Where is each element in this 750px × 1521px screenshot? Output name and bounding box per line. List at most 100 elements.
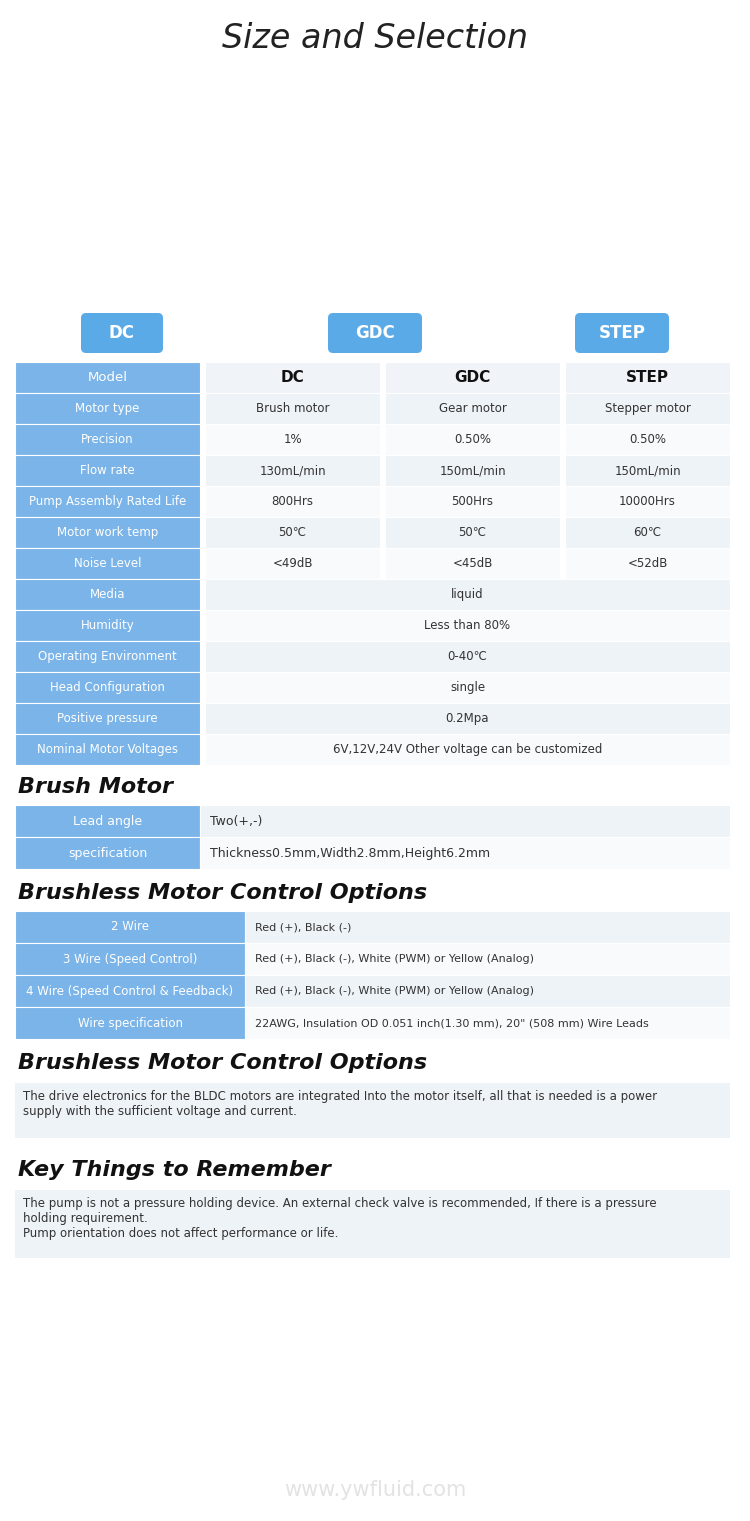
- Bar: [565, 487, 730, 517]
- Bar: [15, 362, 200, 392]
- Bar: [15, 548, 200, 580]
- Bar: [205, 392, 380, 424]
- Text: 50℃: 50℃: [278, 526, 307, 538]
- Text: Brushless Motor Control Options: Brushless Motor Control Options: [18, 884, 427, 903]
- Text: 4 Wire (Speed Control & Feedback): 4 Wire (Speed Control & Feedback): [26, 984, 233, 998]
- Bar: [15, 517, 200, 548]
- Text: 150mL/min: 150mL/min: [440, 464, 506, 478]
- Text: 0.2Mpa: 0.2Mpa: [446, 712, 489, 726]
- Bar: [205, 610, 730, 640]
- Text: Lead angle: Lead angle: [73, 815, 142, 827]
- Text: Head Configuration: Head Configuration: [50, 681, 165, 694]
- Bar: [15, 487, 200, 517]
- Text: 22AWG, Insulation OD 0.051 inch(1.30 mm), 20" (508 mm) Wire Leads: 22AWG, Insulation OD 0.051 inch(1.30 mm)…: [255, 1018, 649, 1028]
- Text: Noise Level: Noise Level: [74, 557, 141, 570]
- Bar: [15, 580, 200, 610]
- Bar: [385, 548, 560, 580]
- Bar: [205, 455, 380, 487]
- Text: Brush Motor: Brush Motor: [18, 777, 173, 797]
- Bar: [385, 517, 560, 548]
- Bar: [385, 392, 560, 424]
- Bar: [15, 455, 200, 487]
- Bar: [15, 392, 200, 424]
- Text: liquid: liquid: [452, 589, 484, 601]
- Bar: [245, 943, 730, 975]
- FancyBboxPatch shape: [575, 313, 669, 353]
- Text: Nominal Motor Voltages: Nominal Motor Voltages: [37, 742, 178, 756]
- Bar: [205, 672, 730, 703]
- Text: Stepper motor: Stepper motor: [604, 402, 691, 415]
- Bar: [385, 487, 560, 517]
- Bar: [15, 1007, 245, 1039]
- Text: STEP: STEP: [598, 324, 646, 342]
- Text: DC: DC: [109, 324, 135, 342]
- Text: Media: Media: [90, 589, 125, 601]
- Bar: [385, 424, 560, 455]
- Text: 0.50%: 0.50%: [629, 433, 666, 446]
- Bar: [565, 517, 730, 548]
- Text: Operating Environment: Operating Environment: [38, 649, 177, 663]
- Bar: [15, 735, 200, 765]
- Bar: [205, 703, 730, 735]
- Bar: [245, 1007, 730, 1039]
- Text: DC: DC: [280, 370, 304, 385]
- Text: single: single: [450, 681, 485, 694]
- Text: GDC: GDC: [454, 370, 490, 385]
- Text: 6V,12V,24V Other voltage can be customized: 6V,12V,24V Other voltage can be customiz…: [333, 742, 602, 756]
- Text: Positive pressure: Positive pressure: [57, 712, 158, 726]
- Bar: [15, 1189, 730, 1258]
- Bar: [565, 548, 730, 580]
- Text: 50℃: 50℃: [458, 526, 487, 538]
- Bar: [565, 424, 730, 455]
- Text: specification: specification: [68, 847, 147, 859]
- Text: 3 Wire (Speed Control): 3 Wire (Speed Control): [63, 952, 197, 966]
- Text: <52dB: <52dB: [627, 557, 668, 570]
- Text: 500Hrs: 500Hrs: [452, 494, 494, 508]
- Bar: [565, 455, 730, 487]
- Text: Precision: Precision: [81, 433, 134, 446]
- Text: GDC: GDC: [356, 324, 395, 342]
- Bar: [565, 392, 730, 424]
- Bar: [385, 455, 560, 487]
- Bar: [200, 837, 730, 868]
- Bar: [15, 640, 200, 672]
- Text: Brushless Motor Control Options: Brushless Motor Control Options: [18, 1053, 427, 1072]
- Text: Red (+), Black (-): Red (+), Black (-): [255, 922, 351, 932]
- Bar: [15, 1083, 730, 1138]
- Bar: [565, 362, 730, 392]
- Text: Size and Selection: Size and Selection: [222, 21, 528, 55]
- Text: Flow rate: Flow rate: [80, 464, 135, 478]
- Text: Wire specification: Wire specification: [77, 1016, 182, 1030]
- Text: 150mL/min: 150mL/min: [614, 464, 681, 478]
- Text: Thickness0.5mm,Width2.8mm,Height6.2mm: Thickness0.5mm,Width2.8mm,Height6.2mm: [210, 847, 490, 859]
- Text: STEP: STEP: [626, 370, 669, 385]
- Text: Motor work temp: Motor work temp: [57, 526, 158, 538]
- Text: Humidity: Humidity: [81, 619, 134, 633]
- Bar: [15, 672, 200, 703]
- Text: Less than 80%: Less than 80%: [424, 619, 511, 633]
- Text: Gear motor: Gear motor: [439, 402, 506, 415]
- Bar: [385, 362, 560, 392]
- FancyBboxPatch shape: [328, 313, 422, 353]
- Text: Brush motor: Brush motor: [256, 402, 329, 415]
- Bar: [205, 580, 730, 610]
- Text: 2 Wire: 2 Wire: [111, 920, 149, 934]
- Text: Red (+), Black (-), White (PWM) or Yellow (Analog): Red (+), Black (-), White (PWM) or Yello…: [255, 954, 534, 964]
- Bar: [205, 640, 730, 672]
- Bar: [15, 610, 200, 640]
- Bar: [245, 911, 730, 943]
- Bar: [15, 943, 245, 975]
- Text: 0-40℃: 0-40℃: [448, 649, 488, 663]
- Text: <45dB: <45dB: [452, 557, 493, 570]
- Text: 10000Hrs: 10000Hrs: [619, 494, 676, 508]
- Bar: [200, 805, 730, 837]
- Text: 130mL/min: 130mL/min: [260, 464, 326, 478]
- Bar: [15, 911, 245, 943]
- Text: 0.50%: 0.50%: [454, 433, 491, 446]
- Text: The pump is not a pressure holding device. An external check valve is recommende: The pump is not a pressure holding devic…: [23, 1197, 657, 1240]
- FancyBboxPatch shape: [81, 313, 163, 353]
- Text: Pump Assembly Rated Life: Pump Assembly Rated Life: [28, 494, 186, 508]
- Bar: [205, 487, 380, 517]
- Text: <49dB: <49dB: [272, 557, 313, 570]
- Text: Red (+), Black (-), White (PWM) or Yellow (Analog): Red (+), Black (-), White (PWM) or Yello…: [255, 986, 534, 996]
